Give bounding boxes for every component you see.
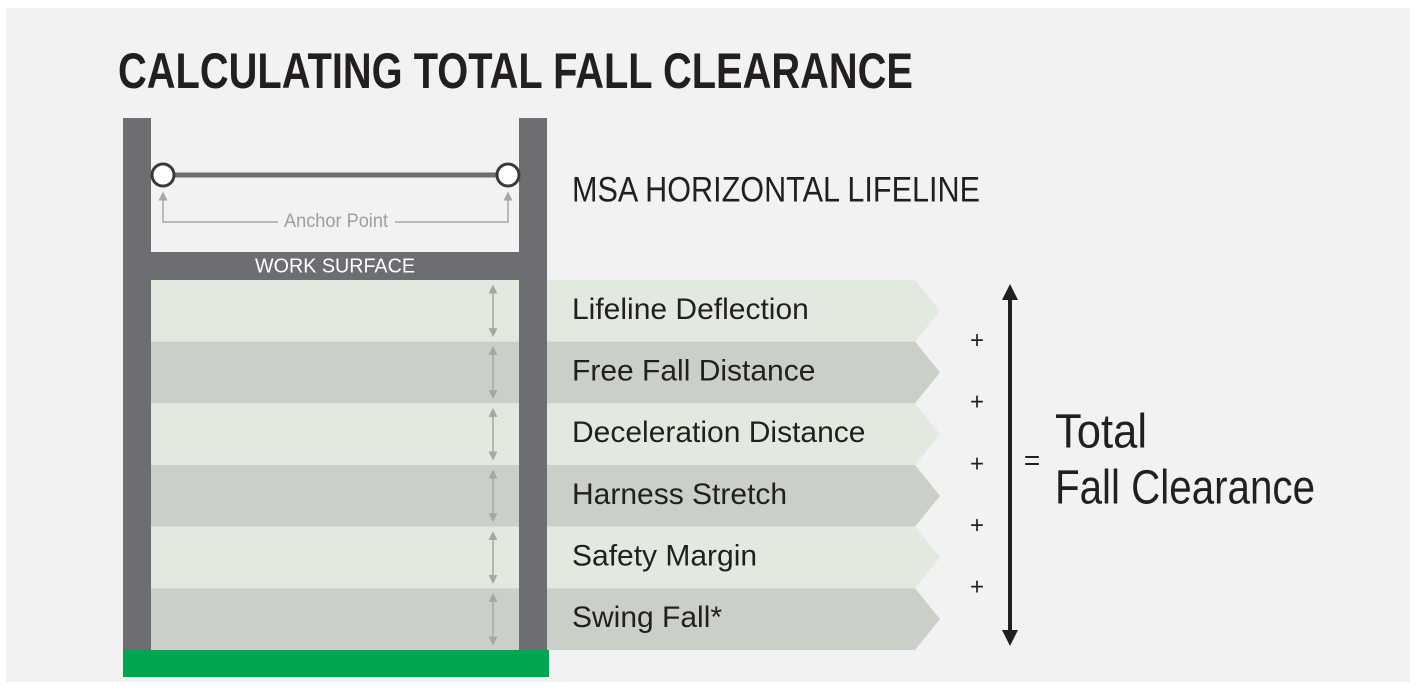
band-arrow bbox=[547, 280, 940, 342]
band bbox=[151, 526, 519, 589]
band-arrow bbox=[547, 465, 940, 527]
equals: = bbox=[1024, 444, 1040, 475]
left-wall bbox=[123, 118, 151, 650]
component-label: Lifeline Deflection bbox=[572, 293, 809, 326]
total-line: Total bbox=[1055, 406, 1147, 459]
component-label: Harness Stretch bbox=[572, 478, 787, 511]
anchor-label: Anchor Point bbox=[284, 211, 389, 232]
anchor-ring bbox=[150, 162, 176, 188]
band bbox=[151, 465, 519, 527]
band-arrow bbox=[547, 588, 940, 650]
band bbox=[151, 588, 519, 650]
plus: + bbox=[970, 450, 984, 477]
band bbox=[151, 280, 519, 342]
band bbox=[151, 403, 519, 465]
plus: + bbox=[970, 327, 984, 354]
plus: + bbox=[970, 512, 984, 539]
bands: Lifeline Deflection Free Fall Distance Dec… bbox=[151, 280, 940, 650]
plus: + bbox=[970, 389, 984, 416]
band-arrow bbox=[547, 341, 940, 404]
work-surface bbox=[151, 252, 519, 280]
component-label: Safety Margin bbox=[572, 539, 757, 572]
anchor-arrow bbox=[158, 191, 278, 223]
anchor-ring bbox=[495, 162, 521, 188]
band-arrow bbox=[547, 403, 940, 465]
title: CALCULATING TOTAL FALL CLEARANCE bbox=[118, 43, 913, 99]
component-label: Swing Fall* bbox=[572, 601, 722, 634]
ground bbox=[123, 650, 549, 677]
total-line: Fall Clearance bbox=[1055, 462, 1315, 515]
component-label: Free Fall Distance bbox=[572, 354, 815, 387]
lifeline-label: MSA HORIZONTAL LIFELINE bbox=[572, 170, 980, 209]
band-arrow bbox=[547, 526, 940, 589]
component-label: Deceleration Distance bbox=[572, 416, 865, 449]
work-surface-label: WORK SURFACE bbox=[255, 255, 415, 277]
operators: + + + + + bbox=[970, 327, 984, 601]
plus: + bbox=[970, 574, 984, 601]
anchor-arrow bbox=[395, 191, 513, 223]
right-wall bbox=[519, 118, 547, 650]
band bbox=[151, 341, 519, 404]
